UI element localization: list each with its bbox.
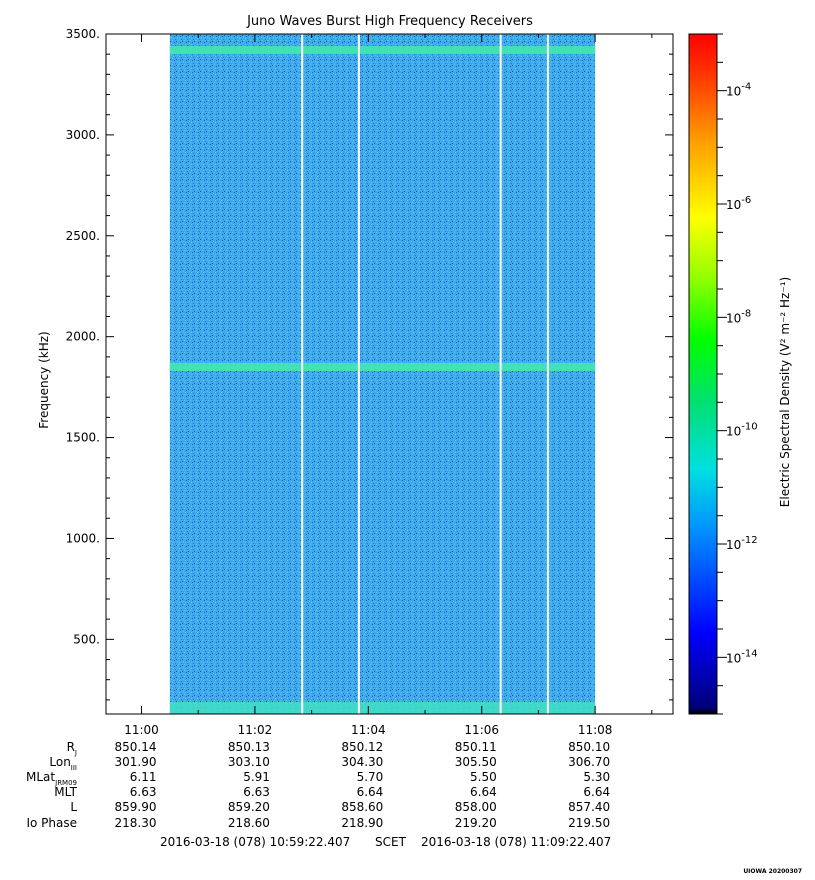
data-gap-1 bbox=[301, 34, 304, 714]
ephemeris-row-label: MLatJRM09 bbox=[26, 770, 77, 787]
ephemeris-value: 850.10 bbox=[568, 740, 610, 754]
ephemeris-value: 5.30 bbox=[583, 770, 610, 784]
ephemeris-value: 859.20 bbox=[228, 800, 270, 814]
ephemeris-value: 850.12 bbox=[341, 740, 383, 754]
ephemeris-value: 850.11 bbox=[455, 740, 497, 754]
ephemeris-value: 219.50 bbox=[568, 816, 610, 830]
ephemeris-value: 5.91 bbox=[243, 770, 270, 784]
y-tick-label: 1500. bbox=[66, 431, 100, 445]
ephemeris-value: 858.60 bbox=[341, 800, 383, 814]
x-tick-label: 11:08 bbox=[578, 723, 613, 737]
y-tick-label: 2000. bbox=[66, 330, 100, 344]
x-axis: 11:00 11:02 11:04 11:06 11:08 bbox=[124, 34, 653, 737]
x-tick-label: 11:02 bbox=[238, 723, 273, 737]
ephemeris-value: 303.10 bbox=[228, 755, 270, 769]
colorbar-tick-label: 10-6 bbox=[726, 195, 751, 212]
ephemeris-value: 218.60 bbox=[228, 816, 270, 830]
ephemeris-value: 6.64 bbox=[470, 785, 497, 799]
data-gap-4 bbox=[546, 34, 549, 714]
colorbar bbox=[688, 33, 718, 715]
ephemeris-value: 6.11 bbox=[130, 770, 157, 784]
chart-title: Juno Waves Burst High Frequency Receiver… bbox=[246, 14, 533, 29]
ephemeris-value: 6.64 bbox=[357, 785, 384, 799]
ephemeris-value: 6.64 bbox=[583, 785, 610, 799]
y-tick-label: 2500. bbox=[66, 229, 100, 243]
spectrogram-background bbox=[169, 34, 596, 714]
low-frequency-floor bbox=[169, 702, 596, 714]
colorbar-label: Electric Spectral Density (V² m⁻² Hz⁻¹) bbox=[778, 277, 792, 507]
ephemeris-value: 219.20 bbox=[455, 816, 497, 830]
ephemeris-row-label: MLT bbox=[54, 785, 77, 799]
emission-band-1 bbox=[169, 362, 596, 371]
colorbar-tick-label: 10-8 bbox=[726, 308, 751, 325]
ephemeris-value: 859.90 bbox=[115, 800, 157, 814]
ephemeris-value: 6.63 bbox=[130, 785, 157, 799]
footer-end-time: 2016-03-18 (078) 11:09:22.407 bbox=[421, 835, 611, 849]
colorbar-axis: 10-4 10-6 10-8 10-10 10-12 10-14 bbox=[717, 33, 758, 715]
ephemeris-value: 850.13 bbox=[228, 740, 270, 754]
plot-border bbox=[105, 33, 674, 715]
footer-credit: UIOWA 20200307 bbox=[743, 868, 802, 875]
ephemeris-row-label: RJ bbox=[67, 740, 77, 757]
colorbar-tick-label: 10-12 bbox=[726, 535, 758, 552]
y-tick-label: 3000. bbox=[66, 128, 100, 142]
ephemeris-value: 218.30 bbox=[115, 816, 157, 830]
emission-band-2 bbox=[169, 46, 596, 55]
colorbar-tick-label: 10-4 bbox=[726, 82, 751, 99]
ephemeris-value: 5.70 bbox=[357, 770, 384, 784]
footer-start-time: 2016-03-18 (078) 10:59:22.407 bbox=[160, 835, 350, 849]
data-gaps bbox=[301, 34, 549, 714]
ephemeris-value: 857.40 bbox=[568, 800, 610, 814]
y-axis: 500. 1000. 1500. 2000. 2500. 3000. 3500. bbox=[66, 27, 673, 701]
ephemeris-value: 850.14 bbox=[115, 740, 157, 754]
data-gap-2 bbox=[357, 34, 360, 714]
data-gap-3 bbox=[499, 34, 502, 714]
ephemeris-row-label: L bbox=[70, 800, 77, 814]
ephemeris-value: 5.50 bbox=[470, 770, 497, 784]
ephemeris-value: 858.00 bbox=[455, 800, 497, 814]
y-tick-label: 500. bbox=[73, 632, 100, 646]
x-tick-label: 11:06 bbox=[464, 723, 499, 737]
y-tick-label: 1000. bbox=[66, 531, 100, 545]
ephemeris-value: 305.50 bbox=[455, 755, 497, 769]
ephemeris-value: 301.90 bbox=[115, 755, 157, 769]
ephemeris-value: 6.63 bbox=[243, 785, 270, 799]
y-tick-label: 3500. bbox=[66, 27, 100, 41]
ephemeris-value: 218.90 bbox=[341, 816, 383, 830]
spectrogram-data bbox=[169, 34, 596, 714]
ephemeris-row-label: LonIII bbox=[49, 755, 77, 772]
footer-scet-label: SCET bbox=[375, 835, 407, 849]
x-tick-label: 11:00 bbox=[124, 723, 159, 737]
x-tick-label: 11:04 bbox=[351, 723, 386, 737]
colorbar-tick-label: 10-10 bbox=[726, 422, 758, 439]
ephemeris-value: 306.70 bbox=[568, 755, 610, 769]
ephemeris-value: 304.30 bbox=[341, 755, 383, 769]
ephemeris-row-label: Io Phase bbox=[26, 816, 77, 830]
y-axis-label: Frequency (kHz) bbox=[37, 331, 51, 428]
colorbar-tick-label: 10-14 bbox=[726, 648, 758, 665]
